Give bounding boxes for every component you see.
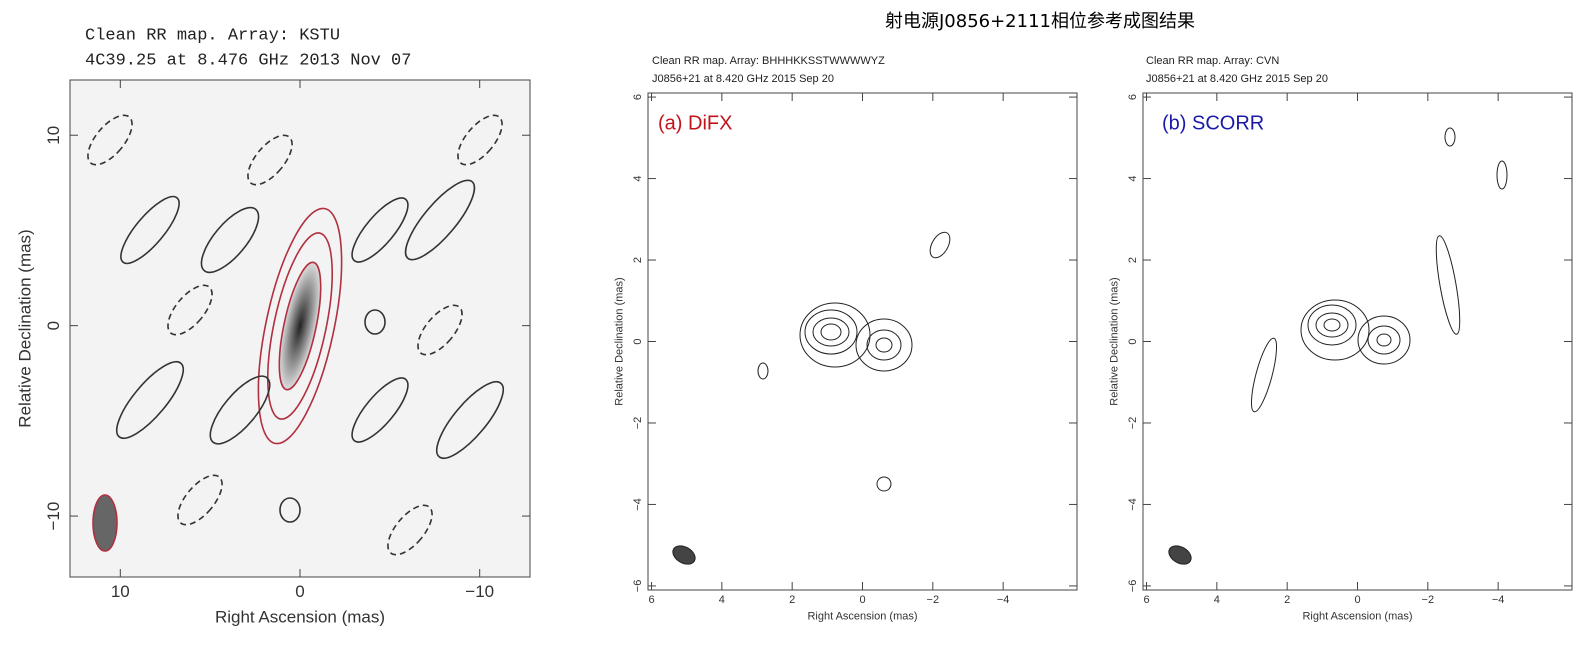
plot-frame <box>1143 93 1572 590</box>
x-tick-label: 2 <box>1284 594 1290 606</box>
y-tick-label: −10 <box>44 502 63 531</box>
x-tick-label: −4 <box>1492 594 1505 606</box>
y-tick-label: −4 <box>1127 498 1139 511</box>
contours <box>670 229 954 568</box>
plot-frame <box>648 93 1077 590</box>
map-header: Clean RR map. Array: BHHHKKSSTWWWWYZ <box>652 55 885 67</box>
x-tick-label: 10 <box>111 582 130 601</box>
contours <box>1166 128 1507 568</box>
contours <box>70 80 530 577</box>
y-tick-label: −6 <box>1127 580 1139 593</box>
map-header: Clean RR map. Array: KSTU <box>85 26 340 45</box>
map-header: 4C39.25 at 8.476 GHz 2013 Nov 07 <box>85 51 411 70</box>
y-axis-label: Relative Declination (mas) <box>1108 277 1120 405</box>
x-tick-label: 4 <box>719 594 725 606</box>
figure-title: 射电源J0856+2111相位参考成图结果 <box>885 11 1195 32</box>
y-tick-label: 10 <box>44 126 63 145</box>
y-tick-label: −2 <box>632 417 644 430</box>
map-header: Clean RR map. Array: CVN <box>1146 55 1279 67</box>
x-tick-label: −10 <box>465 582 494 601</box>
y-tick-label: 0 <box>1127 338 1139 344</box>
y-tick-label: −4 <box>632 498 644 511</box>
x-tick-label: 0 <box>295 582 304 601</box>
y-tick-label: −6 <box>632 580 644 593</box>
map-header: J0856+21 at 8.420 GHz 2015 Sep 20 <box>1146 73 1328 85</box>
y-tick-label: 4 <box>1127 175 1139 181</box>
y-tick-label: 0 <box>44 321 63 330</box>
y-axis-label: Relative Declination (mas) <box>15 229 34 427</box>
y-tick-label: 2 <box>1127 257 1139 263</box>
x-tick-label: −2 <box>1422 594 1435 606</box>
y-tick-label: 6 <box>1127 94 1139 100</box>
panel-label: (b) SCORR <box>1162 112 1264 134</box>
x-tick-label: −2 <box>927 594 940 606</box>
y-tick-label: 4 <box>632 175 644 181</box>
page: {"title": "射电源J0856+2111相位参考成图结果", "char… <box>0 0 1594 647</box>
x-tick-label: 0 <box>859 594 865 606</box>
x-tick-label: 6 <box>648 594 654 606</box>
x-axis-label: Right Ascension (mas) <box>807 610 917 622</box>
y-tick-label: −2 <box>1127 417 1139 430</box>
y-axis-label: Relative Declination (mas) <box>613 277 625 405</box>
x-tick-label: 6 <box>1143 594 1149 606</box>
x-axis-label: Right Ascension (mas) <box>215 607 385 626</box>
x-tick-label: 2 <box>789 594 795 606</box>
y-tick-label: 2 <box>632 257 644 263</box>
x-tick-label: 0 <box>1354 594 1360 606</box>
figure: 射电源J0856+2111相位参考成图结果 <box>0 0 1594 642</box>
x-axis-label: Right Ascension (mas) <box>1302 610 1412 622</box>
x-tick-label: 4 <box>1214 594 1220 606</box>
map-header: J0856+21 at 8.420 GHz 2015 Sep 20 <box>652 73 834 85</box>
x-tick-label: −4 <box>997 594 1010 606</box>
panel-label: (a) DiFX <box>658 112 732 134</box>
y-tick-label: 6 <box>632 94 644 100</box>
y-tick-label: 0 <box>632 338 644 344</box>
